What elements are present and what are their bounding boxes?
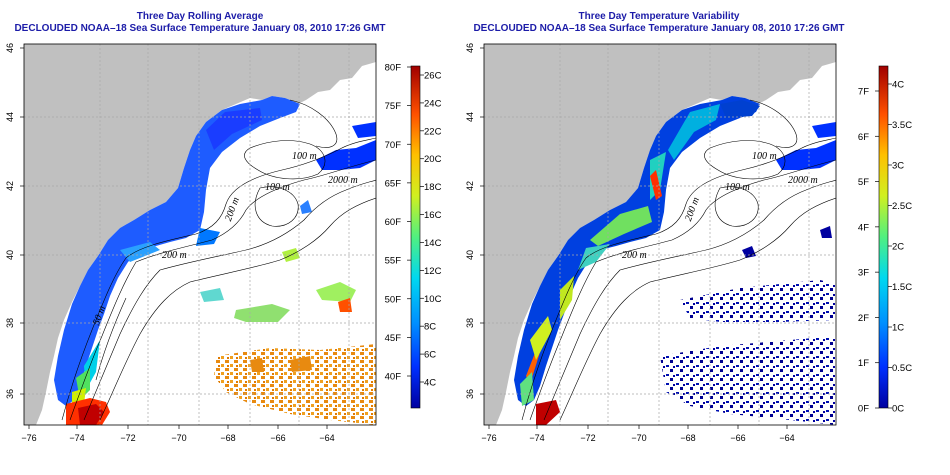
colorbar-label: 60F [385,217,402,228]
colorbar-label: 26C [424,71,442,82]
x-tick-label: −68 [220,433,235,443]
colorbar-label: 75F [385,101,402,112]
land-mass [24,44,376,425]
x-tick-label: −76 [481,433,496,443]
y-tick-label: 42 [465,181,475,191]
map-frame [483,43,837,426]
left-map: 100 m 100 m 200 m 2000 m 200 m 50 m [23,43,377,426]
colorbar-label: 0F [858,404,869,415]
right-axes: −76 −74 −72 −70 −68 −66 −64 46 44 42 40 38 36 [465,43,795,443]
contour-label: 100 m [725,182,750,193]
colorbar-label: 65F [385,178,402,189]
colorbar-label: 10C [424,294,442,305]
colorbar-label: 20C [424,154,442,165]
colorbar-label: 1C [892,323,904,334]
contour-label: 200 m [162,250,187,261]
x-tick-label: −66 [270,433,285,443]
colorbar-label: 8C [424,322,436,333]
colorbar-label: 3F [858,268,869,279]
map-frame [23,43,377,426]
colorbar-label: 16C [424,210,442,221]
y-tick-label: 46 [465,43,475,53]
left-colorbar: 80F 75F 70F 65F 60F 55F 50F 45F 40F 26C 24C 22C 20C… [385,63,442,409]
colorbar-label: 3C [892,161,904,172]
colorbar-label: 7F [858,87,869,98]
colorbar-label: 14C [424,238,442,249]
y-tick-label: 38 [5,318,15,328]
colorbar-label: 24C [424,98,442,109]
colorbar-label: 0.5C [892,363,912,374]
contour-label: 100 m [292,151,317,162]
y-tick-label: 44 [5,112,15,122]
left-title-line2: DECLOUDED NOAA–18 Sea Surface Temperatur… [14,23,386,34]
x-tick-label: −74 [529,433,544,443]
colorbar-label: 1F [858,358,869,369]
colorbar-label: 22C [424,126,442,137]
y-tick-label: 44 [465,112,475,122]
x-tick-label: −76 [21,433,36,443]
y-tick-label: 40 [5,250,15,260]
y-tick-label: 38 [465,318,475,328]
y-tick-label: 36 [5,389,15,399]
contour-label: 200 m [622,250,647,261]
colorbar-ramp [878,65,889,409]
contour-label: 2000 m [788,175,818,186]
x-tick-label: −72 [120,433,135,443]
right-panel-title: Three Day Temperature Variability DECLOU… [459,11,859,35]
right-title-line1: Three Day Temperature Variability [578,11,740,22]
x-tick-label: −68 [680,433,695,443]
right-map: 100 m 100 m 200 m 2000 m 200 m [483,43,837,426]
colorbar-label: 0C [892,404,904,415]
colorbar-label: 2.5C [892,201,912,212]
x-tick-label: −64 [779,433,794,443]
colorbar-label: 80F [385,63,402,74]
land-mass [484,44,836,425]
bathymetry-contours [61,99,376,421]
contour-label: 100 m [752,151,777,162]
colorbar-label: 40F [385,372,402,383]
colorbar-label: 18C [424,182,442,193]
x-tick-label: −72 [580,433,595,443]
variability-shelf [514,96,760,406]
right-title-line2: DECLOUDED NOAA–18 Sea Surface Temperatur… [473,23,845,34]
colorbar-label: 2F [858,313,869,324]
colorbar-label: 6C [424,350,436,361]
colorbar-label: 12C [424,266,442,277]
left-title-line1: Three Day Rolling Average [136,11,264,22]
left-panel-title: Three Day Rolling Average DECLOUDED NOAA… [0,11,400,35]
y-tick-label: 40 [465,250,475,260]
bathymetry-contours [521,99,836,421]
left-axes: −76 −74 −72 −70 −68 −66 −64 46 44 42 40 38 36 [5,43,335,443]
colorbar-label: 2C [892,242,904,253]
grid-lines [24,44,376,425]
colorbar-label: 4C [892,80,904,91]
colorbar-label: 4C [424,378,436,389]
y-tick-label: 36 [465,389,475,399]
sst-shelf-water [54,96,300,406]
x-tick-label: −64 [319,433,334,443]
grid-lines [484,44,836,425]
colorbar-label: 50F [385,294,402,305]
x-tick-label: −70 [171,433,186,443]
x-tick-label: −70 [631,433,646,443]
colorbar-label: 5F [858,177,869,188]
contour-label: 2000 m [328,175,358,186]
y-tick-label: 42 [5,181,15,191]
colorbar-label: 1.5C [892,282,912,293]
x-tick-label: −74 [69,433,84,443]
contour-label: 100 m [265,182,290,193]
right-colorbar: 7F 6F 5F 4F 3F 2F 1F 0F 4C 3.5C 3C 2.5C 2C 1.5C 1C 0.5… [858,65,912,415]
colorbar-label: 3.5C [892,120,912,131]
colorbar-ramp [410,65,421,409]
colorbar-label: 55F [385,256,402,267]
colorbar-label: 45F [385,333,402,344]
colorbar-label: 4F [858,222,869,233]
colorbar-label: 6F [858,132,869,143]
y-tick-label: 46 [5,43,15,53]
x-tick-label: −66 [730,433,745,443]
colorbar-label: 70F [385,140,402,151]
